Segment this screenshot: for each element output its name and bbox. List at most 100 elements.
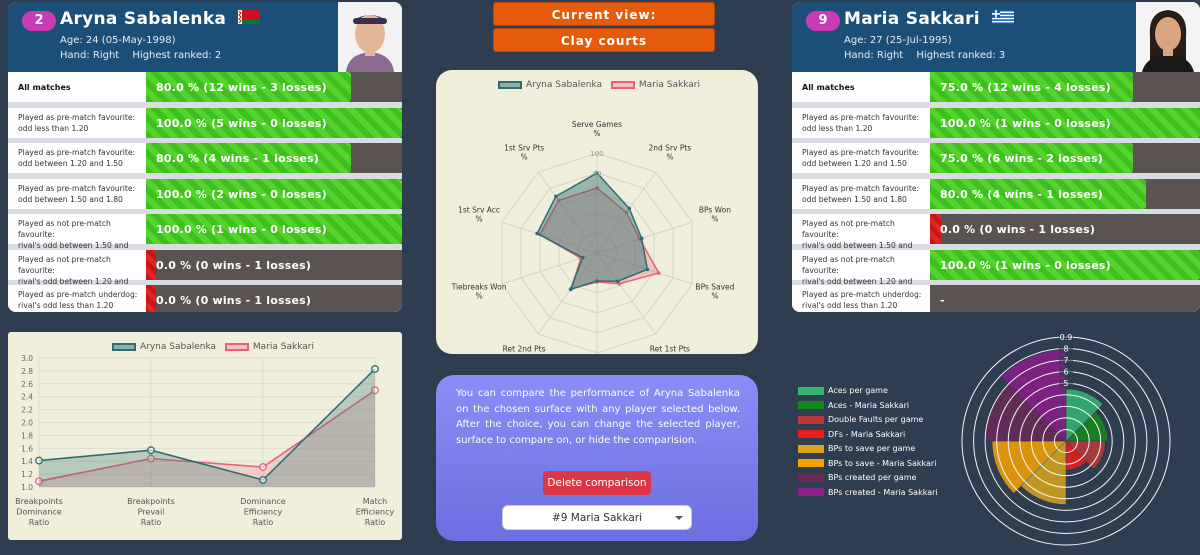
greece-flag-icon [992, 10, 1015, 24]
stat-row-label-line1: Played as pre-match favourite: [18, 112, 136, 122]
radar-spoke [596, 252, 657, 335]
radar-tick-label: 20 [593, 230, 602, 238]
line-y-tick: 1.6 [21, 444, 33, 453]
legend-swatch [798, 430, 824, 438]
polar-legend-item[interactable]: Aces - Maria Sakkari [798, 401, 938, 416]
stat-row-label-line2: rival's odd less than 1.20 [18, 301, 114, 310]
stats-rows: All matches 75.0 % (12 wins - 4 losses) Pl… [792, 72, 1200, 312]
seed-badge: 2 [22, 11, 56, 31]
player-card-left: 2 Aryna Sabalenka Age: 24 (05-May-1998) … [8, 2, 402, 312]
radar-point [568, 287, 573, 292]
line-y-tick: 1.8 [21, 431, 33, 440]
legend-swatch [798, 401, 824, 409]
stat-bar: 75.0 % (6 wins - 2 losses) [930, 143, 1200, 173]
stats-rows: All matches 80.0 % (12 wins - 3 losses) Pl… [8, 72, 402, 312]
player-highest-rank: Highest ranked: 2 [132, 50, 222, 61]
current-view: Current view: Clay courts [493, 2, 715, 52]
player-header: 9 Maria Sakkari Age: 27 (25-Jul-1995) Ha… [792, 2, 1200, 72]
line-x-label: Match Efficiency Ratio [356, 497, 395, 527]
radar-point [627, 206, 632, 211]
legend-swatch [798, 488, 824, 496]
legend-item-sakkari[interactable]: Maria Sakkari [224, 342, 314, 352]
line-y-tick: 1.4 [21, 457, 33, 466]
radar-axis-label: 1st Srv Acc% [458, 206, 500, 224]
stat-row-label-line1: Played as pre-match favourite: [18, 148, 136, 157]
legend-label: Aryna Sabalenka [140, 342, 217, 352]
stat-bar: 100.0 % (5 wins - 0 losses) [146, 107, 402, 138]
current-view-title: Current view: [493, 2, 715, 26]
legend-swatch [610, 80, 635, 89]
stat-row-label: Played as not pre-match favourite: rival'… [8, 214, 146, 261]
polar-tick-label: 5 [1063, 379, 1068, 388]
polar-tick-bg [1059, 379, 1073, 389]
stat-bar-text: 0.0 % (0 wins - 1 losses) [156, 294, 312, 307]
radar-axis-label: 2nd Srv Pts% [649, 144, 692, 162]
stat-row-label-line2: odd between 1.20 and 1.50 [802, 159, 907, 168]
radar-point [657, 271, 661, 275]
line-y-tick: 2.6 [21, 380, 33, 389]
stat-bar-text: 0.0 % (0 wins - 1 losses) [940, 223, 1096, 236]
legend-label: BPs created - Maria Sakkari [828, 487, 938, 497]
stat-row-label: Played as pre-match favourite: odd betwee… [8, 143, 146, 173]
radar-axis-label: Ret 1st Pts% [650, 344, 690, 354]
polar-legend-item[interactable]: DFs - Maria Sakkari [798, 430, 938, 445]
stat-row: Played as pre-match favourite: odd less t… [792, 107, 1200, 138]
polar-legend-item[interactable]: Double Faults per game [798, 415, 938, 430]
stat-bar-fill [146, 285, 157, 312]
radar-point [595, 186, 599, 190]
line-x-label: Breakpoints Prevail Ratio [127, 497, 175, 527]
stat-bar-text: 100.0 % (2 wins - 0 losses) [156, 187, 327, 201]
stat-row-label-line2: odd less than 1.20 [18, 123, 89, 133]
stat-bar: 80.0 % (4 wins - 1 losses) [930, 178, 1200, 209]
legend-swatch [112, 342, 136, 351]
line-y-tick: 3.0 [21, 354, 33, 363]
radar-axis-label: BPs Won% [699, 206, 731, 224]
legend-swatch [798, 386, 824, 395]
line-point [259, 475, 267, 484]
polar-legend: Aces per game Aces - Maria Sakkari Double … [798, 386, 938, 502]
legend-swatch [798, 444, 824, 453]
stat-row: Played as not pre-match favourite: rival'… [8, 214, 402, 261]
stat-row-label: Played as pre-match favourite: odd less t… [792, 108, 930, 138]
polar-legend-item[interactable]: BPs created - Maria Sakkari [798, 488, 938, 503]
polar-legend-item[interactable]: BPs to save per game [798, 444, 938, 459]
radar-axis-label: 1st Srv Pts% [504, 144, 544, 162]
line-legend: Aryna Sabalenka Maria Sakkari [112, 342, 314, 352]
legend-label: Aces - Maria Sakkari [828, 400, 910, 410]
seed-badge: 9 [806, 11, 840, 31]
stat-bar-text: 0.0 % (0 wins - 1 losses) [156, 258, 312, 272]
belarus-flag-icon [238, 10, 261, 24]
legend-swatch [798, 415, 824, 424]
legend-swatch [224, 342, 249, 351]
ratio-line-chart-panel: Aryna Sabalenka Maria Sakkari 1.0 1.2 1.4 1… [8, 332, 402, 540]
legend-swatch [798, 459, 824, 467]
radar-legend: Aryna Sabalenka Maria Sakkari [498, 80, 700, 90]
stat-bar-text: 100.0 % (1 wins - 0 losses) [156, 223, 327, 236]
radar-chart: 20 40 60 80 100 Serve Games % 2nd Srv Pts % BPs W… [451, 120, 735, 354]
stat-bar-fill [930, 143, 1133, 173]
stat-bar: 100.0 % (1 wins - 0 losses) [930, 249, 1200, 280]
radar-point [615, 279, 620, 284]
polar-tick-bg [1059, 333, 1073, 342]
player-name[interactable]: Aryna Sabalenka [60, 9, 261, 29]
player-hand: Hand: Right [844, 50, 904, 61]
delete-comparison-button[interactable]: Delete comparison [543, 471, 651, 495]
stat-row: Played as pre-match favourite: odd betwee… [8, 178, 402, 209]
stat-bar-fill [146, 72, 351, 102]
legend-label: Maria Sakkari [638, 80, 700, 90]
polar-legend-item[interactable]: BPs created per game [798, 473, 938, 488]
stat-row-label: Played as pre-match favourite: odd betwee… [8, 179, 146, 209]
radar-spoke [537, 252, 598, 335]
player-name[interactable]: Maria Sakkari [844, 9, 1015, 29]
polar-area-chart: 0.9 8 7 6 5 [961, 333, 1171, 546]
polar-legend-item[interactable]: BPs to save - Maria Sakkari [798, 459, 938, 474]
legend-item-sabalenka[interactable]: Aryna Sabalenka [498, 80, 605, 90]
polar-legend-item[interactable]: Aces per game [798, 386, 938, 401]
stat-row-label-line1: Played as not pre-match favourite: [802, 219, 895, 239]
stat-row-label-line1: Played as not pre-match favourite: [18, 219, 111, 239]
legend-item-sabalenka[interactable]: Aryna Sabalenka [112, 342, 219, 352]
legend-item-sakkari[interactable]: Maria Sakkari [610, 80, 700, 90]
radar-tick-label: 60 [593, 190, 602, 198]
current-view-surface[interactable]: Clay courts [493, 28, 715, 52]
player-select[interactable]: #9 Maria Sakkari [502, 505, 692, 530]
